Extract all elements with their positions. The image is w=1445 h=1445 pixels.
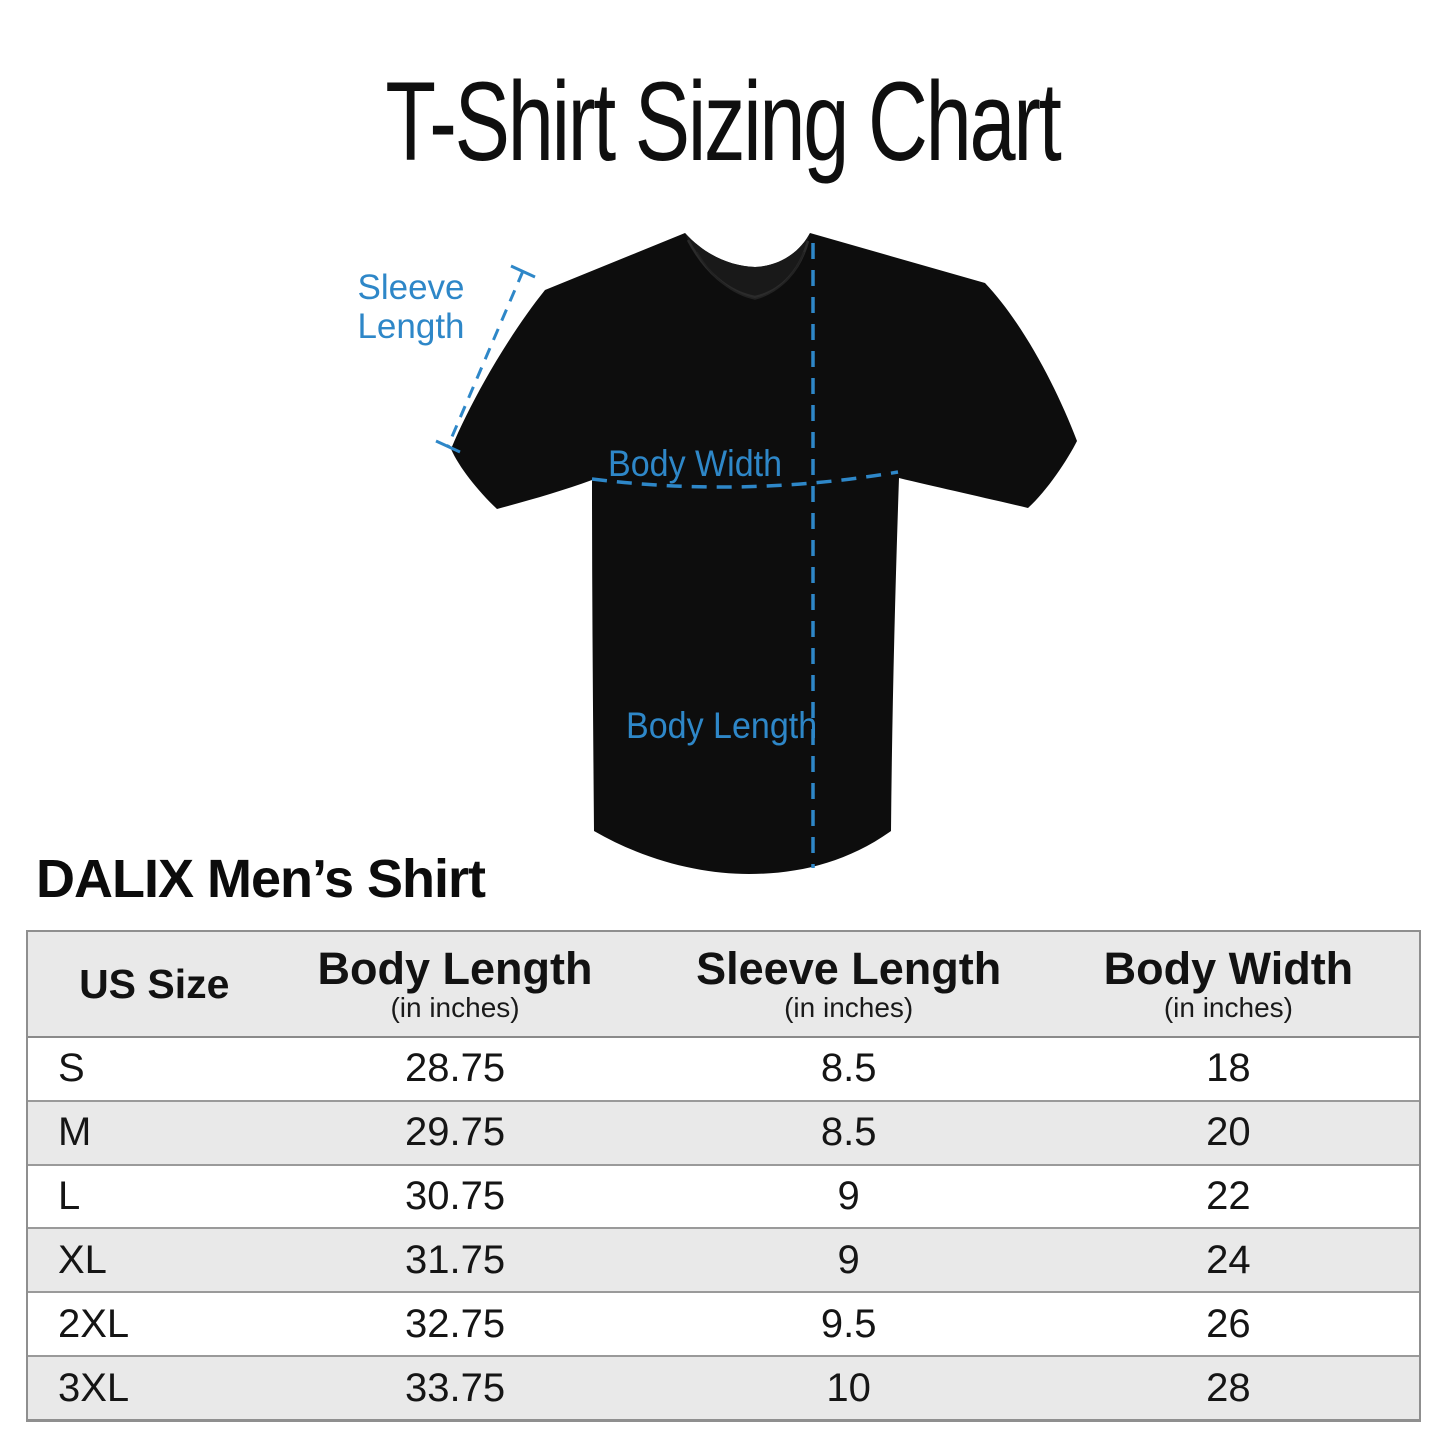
size-cell: 3XL (58, 1365, 130, 1410)
body-width-label: Body Width (608, 443, 783, 484)
sleeve-length-cell: 8.5 (820, 1046, 877, 1091)
sleeve-dimension-line (435, 264, 536, 454)
body-width-line (591, 470, 899, 489)
body-length-cell: 28.75 (404, 1046, 506, 1091)
sleeve-length-cell: 9.5 (820, 1301, 877, 1346)
column-header-us-size: US Size (79, 961, 230, 1007)
body-width-cell: 24 (1206, 1237, 1251, 1282)
body-width-cell: 26 (1206, 1301, 1251, 1346)
body-length-cell: 33.75 (404, 1365, 506, 1410)
tshirt-shape (451, 233, 1077, 874)
sleeve-length-label: Sleeve Length (357, 268, 465, 346)
size-cell: L (58, 1174, 81, 1219)
page-title: T-Shirt Sizing Chart (0, 66, 1445, 178)
sizing-table: US Size Body Length (in inches) Sleeve L… (26, 930, 1421, 1422)
body-length-label: Body Length (626, 705, 818, 746)
size-cell: S (58, 1046, 85, 1091)
body-length-cell: 30.75 (404, 1174, 506, 1219)
column-header-body-length: Body Length (in inches) (317, 943, 593, 1023)
table-row-s: S 28.75 8.5 18 (28, 1038, 1419, 1100)
body-length-cell: 31.75 (404, 1237, 506, 1282)
table-row-xl: XL 31.75 9 24 (28, 1227, 1419, 1292)
column-header-sleeve-length: Sleeve Length (in inches) (696, 943, 1002, 1023)
table-row-l: L 30.75 9 22 (28, 1163, 1419, 1228)
column-header-body-width: Body Width (in inches) (1103, 943, 1354, 1023)
tshirt-illustration (435, 233, 1077, 874)
table-header-row: US Size Body Length (in inches) Sleeve L… (28, 932, 1419, 1038)
body-width-cell: 20 (1206, 1110, 1251, 1155)
page-title-text: T-Shirt Sizing Chart (385, 59, 1061, 184)
body-width-cell: 28 (1206, 1365, 1251, 1410)
table-row-3xl: 3XL 33.75 10 28 (28, 1355, 1419, 1419)
sleeve-length-cell: 10 (826, 1365, 871, 1410)
collar-band (685, 233, 810, 296)
sleeve-length-cell: 9 (837, 1174, 860, 1219)
sleeve-length-cell: 8.5 (820, 1110, 877, 1155)
size-cell: M (58, 1110, 92, 1155)
size-cell: XL (58, 1237, 107, 1282)
body-width-cell: 22 (1206, 1174, 1251, 1219)
table-row-m: M 29.75 8.5 20 (28, 1099, 1419, 1164)
body-length-cell: 32.75 (404, 1301, 506, 1346)
sleeve-length-cell: 9 (837, 1237, 860, 1282)
table-row-2xl: 2XL 32.75 9.5 26 (28, 1291, 1419, 1356)
product-heading: DALIX Men’s Shirt (36, 849, 486, 909)
body-length-cell: 29.75 (404, 1110, 506, 1155)
body-width-cell: 18 (1206, 1046, 1251, 1091)
size-cell: 2XL (58, 1301, 130, 1346)
collar-seam-2 (696, 251, 805, 300)
